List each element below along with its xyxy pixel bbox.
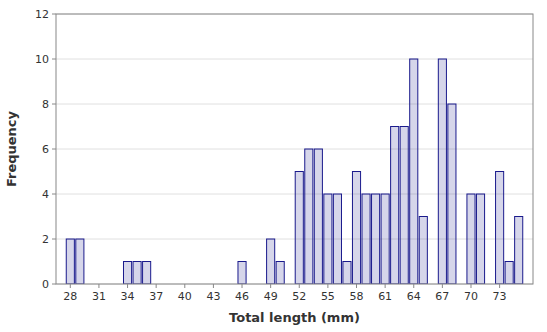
x-tick bbox=[413, 284, 414, 288]
bar bbox=[267, 239, 275, 284]
bar bbox=[438, 59, 446, 284]
x-tick bbox=[356, 284, 357, 288]
y-tick bbox=[52, 59, 56, 60]
x-tick-label: 58 bbox=[350, 290, 364, 303]
x-tick-label: 37 bbox=[149, 290, 163, 303]
x-tick bbox=[299, 284, 300, 288]
x-tick-label: 70 bbox=[464, 290, 478, 303]
bar bbox=[381, 194, 389, 284]
x-tick-label: 64 bbox=[407, 290, 421, 303]
x-tick-label: 61 bbox=[378, 290, 392, 303]
x-tick bbox=[127, 284, 128, 288]
bar bbox=[66, 239, 74, 284]
bar bbox=[343, 262, 351, 285]
y-tick-label: 0 bbox=[42, 278, 49, 291]
bar bbox=[333, 194, 341, 284]
bar bbox=[352, 172, 360, 285]
y-tick bbox=[52, 284, 56, 285]
x-tick-label: 73 bbox=[493, 290, 507, 303]
x-tick-label: 55 bbox=[321, 290, 335, 303]
x-tick bbox=[499, 284, 500, 288]
bar bbox=[143, 262, 151, 285]
grid-line bbox=[56, 59, 533, 60]
bar bbox=[133, 262, 141, 285]
bar bbox=[123, 262, 131, 285]
bar bbox=[496, 172, 504, 285]
x-tick bbox=[470, 284, 471, 288]
y-tick bbox=[52, 194, 56, 195]
y-tick bbox=[52, 239, 56, 240]
bar bbox=[391, 127, 399, 285]
bar bbox=[372, 194, 380, 284]
x-tick bbox=[98, 284, 99, 288]
y-tick-label: 6 bbox=[42, 143, 49, 156]
x-tick-label: 67 bbox=[435, 290, 449, 303]
x-tick bbox=[270, 284, 271, 288]
x-tick-label: 28 bbox=[63, 290, 77, 303]
axes: 0246810122831343740434649525558616467707… bbox=[35, 8, 507, 303]
x-tick-label: 31 bbox=[92, 290, 106, 303]
y-tick-label: 10 bbox=[35, 53, 49, 66]
y-tick bbox=[52, 149, 56, 150]
y-tick bbox=[52, 14, 56, 15]
grid-line bbox=[56, 104, 533, 105]
y-tick-label: 4 bbox=[42, 188, 49, 201]
x-axis-label: Total length (mm) bbox=[229, 310, 360, 325]
bar bbox=[400, 127, 408, 285]
bar bbox=[448, 104, 456, 284]
x-tick-label: 49 bbox=[264, 290, 278, 303]
bar bbox=[476, 194, 484, 284]
x-tick bbox=[156, 284, 157, 288]
chart-container: 0246810122831343740434649525558616467707… bbox=[0, 0, 547, 332]
y-tick bbox=[52, 104, 56, 105]
grid-line bbox=[56, 239, 533, 240]
bar bbox=[305, 149, 313, 284]
x-tick-label: 34 bbox=[121, 290, 135, 303]
bar bbox=[410, 59, 418, 284]
bar bbox=[324, 194, 332, 284]
bar bbox=[515, 217, 523, 285]
x-tick bbox=[242, 284, 243, 288]
x-tick-label: 43 bbox=[206, 290, 220, 303]
x-tick bbox=[184, 284, 185, 288]
plot-frame bbox=[56, 14, 533, 284]
y-tick-label: 8 bbox=[42, 98, 49, 111]
bar bbox=[76, 239, 84, 284]
x-tick-label: 52 bbox=[292, 290, 306, 303]
bars bbox=[66, 59, 522, 284]
bar bbox=[314, 149, 322, 284]
grid bbox=[56, 14, 533, 284]
y-tick-label: 12 bbox=[35, 8, 49, 21]
x-tick bbox=[385, 284, 386, 288]
x-tick bbox=[442, 284, 443, 288]
grid-line bbox=[56, 194, 533, 195]
bar bbox=[276, 262, 284, 285]
x-tick-label: 46 bbox=[235, 290, 249, 303]
x-tick-label: 40 bbox=[178, 290, 192, 303]
chart: 0246810122831343740434649525558616467707… bbox=[0, 0, 547, 332]
bar bbox=[467, 194, 475, 284]
bar bbox=[295, 172, 303, 285]
x-tick bbox=[70, 284, 71, 288]
bar bbox=[505, 262, 513, 285]
x-tick bbox=[213, 284, 214, 288]
grid-line bbox=[56, 149, 533, 150]
bar bbox=[362, 194, 370, 284]
bar bbox=[419, 217, 427, 285]
x-tick bbox=[327, 284, 328, 288]
y-axis-label: Frequency bbox=[4, 110, 19, 187]
bar bbox=[238, 262, 246, 285]
y-tick-label: 2 bbox=[42, 233, 49, 246]
